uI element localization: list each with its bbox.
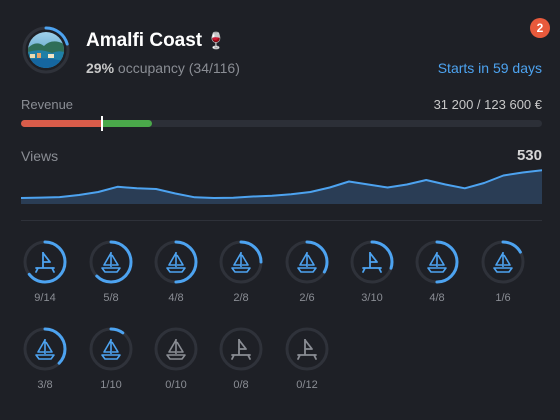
sailboat-icon xyxy=(101,252,121,273)
sailboat-alt-icon xyxy=(231,339,251,360)
boat-item[interactable]: 4/8 xyxy=(152,238,200,304)
views-line xyxy=(21,169,542,199)
sailboat-icon xyxy=(297,252,317,273)
views-sparkline xyxy=(21,169,542,204)
occupancy-counts: (34/116) xyxy=(188,60,240,76)
boat-item[interactable]: 1/10 xyxy=(87,325,135,391)
sailboat-alt-icon xyxy=(362,252,382,273)
sailboat-icon xyxy=(427,252,447,273)
boat-ring xyxy=(481,240,525,284)
boat-occupancy-label: 4/8 xyxy=(168,292,184,304)
listing-avatar xyxy=(22,26,70,74)
boat-item[interactable]: 9/14 xyxy=(21,238,69,304)
listing-title-text: Amalfi Coast xyxy=(86,30,203,51)
occupancy-line: 29% occupancy (34/116) xyxy=(86,60,240,76)
boat-item[interactable]: 4/8 xyxy=(413,238,461,304)
section-divider xyxy=(21,220,542,221)
sailboat-icon xyxy=(166,339,186,360)
boat-item[interactable]: 1/6 xyxy=(479,238,527,304)
boat-ring xyxy=(154,240,198,284)
wine-glass-icon: 🍷 xyxy=(206,33,227,50)
views-label: Views xyxy=(21,148,59,164)
boat-progress-arc xyxy=(415,240,459,284)
boat-ring xyxy=(219,240,263,284)
listing-title[interactable]: Amalfi Coast 🍷 xyxy=(86,30,226,52)
revenue-value: 31 200 / 123 600 € xyxy=(433,97,542,112)
boat-occupancy-label: 9/14 xyxy=(34,292,56,304)
boat-item[interactable]: 3/10 xyxy=(348,238,396,304)
boat-ring xyxy=(154,327,198,371)
boat-progress-arc xyxy=(481,240,525,284)
boat-item[interactable]: 0/8 xyxy=(217,325,265,391)
boat-ring xyxy=(23,240,67,284)
boat-ring xyxy=(23,327,67,371)
boat-progress-arc xyxy=(154,240,198,284)
sailboat-icon xyxy=(231,252,251,273)
boat-ring xyxy=(415,240,459,284)
boat-occupancy-label: 5/8 xyxy=(103,292,119,304)
occupancy-text: occupancy xyxy=(117,60,185,76)
sailboat-icon xyxy=(166,252,186,273)
boat-progress-arc xyxy=(350,240,394,284)
boat-progress-arc xyxy=(23,327,67,371)
boat-progress-arc xyxy=(219,240,263,284)
boat-occupancy-label: 4/8 xyxy=(429,292,445,304)
views-area xyxy=(21,170,542,204)
revenue-past-segment xyxy=(21,120,102,127)
boat-occupancy-label: 0/10 xyxy=(165,379,187,391)
boat-item[interactable]: 0/12 xyxy=(283,325,331,391)
boat-progress-arc xyxy=(23,240,67,284)
boat-item[interactable]: 3/8 xyxy=(21,325,69,391)
boat-item[interactable]: 0/10 xyxy=(152,325,200,391)
boat-ring xyxy=(285,240,329,284)
boat-progress-arc xyxy=(89,240,133,284)
boat-ring xyxy=(219,327,263,371)
boat-ring xyxy=(89,327,133,371)
boat-progress-arc xyxy=(89,327,133,371)
sailboat-alt-icon xyxy=(35,252,55,273)
boat-ring xyxy=(350,240,394,284)
boat-occupancy-label: 1/10 xyxy=(100,379,122,391)
sailboat-icon xyxy=(35,339,55,360)
boat-item[interactable]: 5/8 xyxy=(87,238,135,304)
revenue-today-marker xyxy=(101,116,103,131)
boat-occupancy-label: 3/8 xyxy=(37,379,53,391)
boat-occupancy-label: 2/8 xyxy=(233,292,249,304)
revenue-label: Revenue xyxy=(21,97,74,112)
occupancy-percent: 29% xyxy=(86,60,115,76)
sailboat-icon xyxy=(101,339,121,360)
boat-occupancy-label: 3/10 xyxy=(361,292,383,304)
boat-item[interactable]: 2/8 xyxy=(217,238,265,304)
boat-progress-arc xyxy=(285,240,329,284)
boat-occupancy-label: 0/8 xyxy=(233,379,249,391)
boat-occupancy-label: 2/6 xyxy=(299,292,315,304)
boat-ring xyxy=(89,240,133,284)
boat-item[interactable]: 2/6 xyxy=(283,238,331,304)
boat-ring xyxy=(285,327,329,371)
views-total: 530 xyxy=(516,147,542,164)
notification-badge[interactable]: 2 xyxy=(530,18,550,38)
revenue-progress-bar xyxy=(21,120,542,127)
starts-in-link[interactable]: Starts in 59 days xyxy=(437,60,542,76)
revenue-future-segment xyxy=(101,120,153,127)
boat-occupancy-label: 1/6 xyxy=(495,292,511,304)
sailboat-alt-icon xyxy=(297,339,317,360)
boat-occupancy-label: 0/12 xyxy=(296,379,318,391)
sailboat-icon xyxy=(493,252,513,273)
